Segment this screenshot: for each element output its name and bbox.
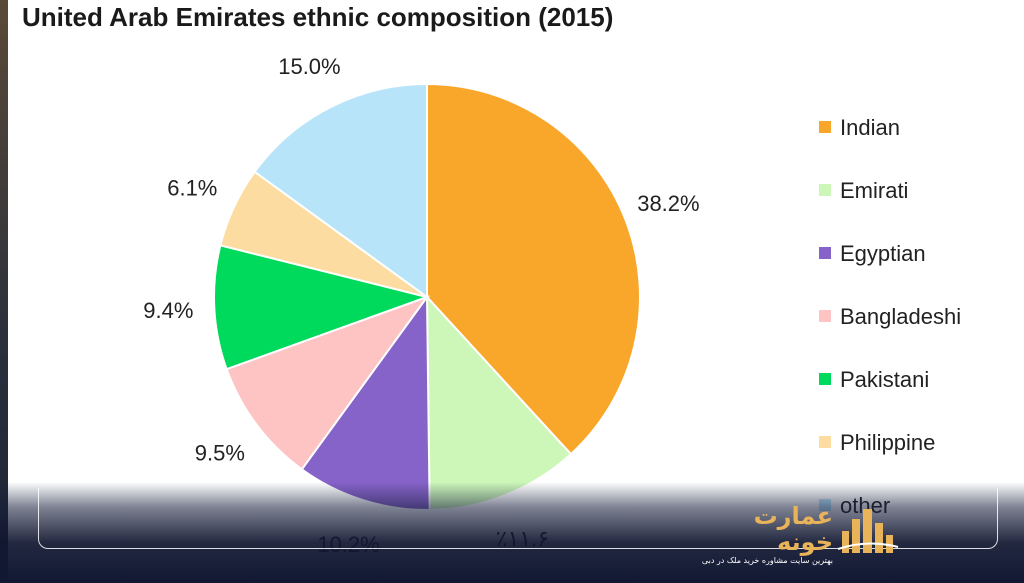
pie-slice-bangladeshi <box>225 294 430 471</box>
legend: Indian Emirati Egyptian Bangladeshi Pakistan… <box>819 115 961 518</box>
legend-label-philippine: Philippine <box>840 430 935 455</box>
slice-label-indian: 38.2% <box>637 191 699 216</box>
building-logo-icon <box>837 509 899 553</box>
legend-label-egyptian: Egyptian <box>840 241 926 266</box>
watermark-frame <box>38 488 998 549</box>
pie-slices <box>213 82 641 511</box>
legend-label-emirati: Emirati <box>840 178 908 203</box>
legend-swatch-emirati <box>819 184 831 196</box>
slice-label-bangladeshi: 9.5% <box>195 441 245 466</box>
pie-slice-pakistani <box>213 244 431 371</box>
pie-slice-other <box>253 82 428 299</box>
legend-label-bangladeshi: Bangladeshi <box>840 304 961 329</box>
legend-swatch-egyptian <box>819 247 831 259</box>
left-edge-photo-strip <box>0 0 8 583</box>
slice-label-philippine: 6.1% <box>167 175 217 200</box>
legend-label-pakistani: Pakistani <box>840 367 929 392</box>
pie-slice-indian <box>426 82 641 456</box>
legend-swatch-philippine <box>819 436 831 448</box>
chart-title: United Arab Emirates ethnic composition … <box>22 2 613 32</box>
legend-label-indian: Indian <box>840 115 900 140</box>
legend-swatch-bangladeshi <box>819 310 831 322</box>
slice-label-other: 15.0% <box>278 54 340 79</box>
legend-swatch-indian <box>819 121 831 133</box>
brand-tagline: بهترین سایت مشاوره خرید ملک در دبی <box>701 556 833 565</box>
legend-swatch-pakistani <box>819 373 831 385</box>
slice-label-pakistani: 9.4% <box>143 298 193 323</box>
brand-name: عمارت خونه <box>753 502 833 556</box>
watermark-brand: عمارت خونه بهترین سایت مشاوره خرید ملک د… <box>698 503 833 567</box>
